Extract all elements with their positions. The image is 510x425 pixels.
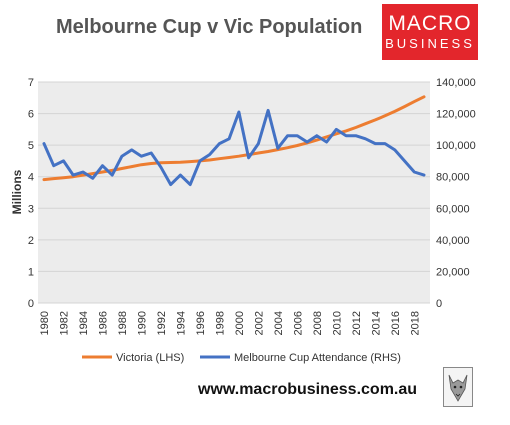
right-tick-label: 80,000	[436, 172, 470, 184]
x-tick-label: 1984	[78, 311, 90, 335]
left-tick-label: 5	[28, 140, 34, 152]
left-tick-label: 0	[28, 298, 34, 310]
x-tick-label: 1990	[136, 311, 148, 335]
x-tick-label: 2014	[370, 311, 382, 335]
macrobusiness-logo: MACRO BUSINESS	[382, 4, 478, 60]
x-tick-label: 2012	[351, 311, 363, 335]
plot-area	[38, 82, 430, 303]
series-line-attendance	[42, 108, 426, 187]
left-tick-label: 6	[28, 109, 34, 121]
x-tick-label: 2002	[253, 311, 265, 335]
chart-title: Melbourne Cup v Vic Population	[56, 16, 363, 38]
x-tick-label: 1982	[58, 311, 70, 335]
gridlines	[38, 81, 430, 304]
legend: Victoria (LHS) Melbourne Cup Attendance …	[82, 352, 401, 364]
x-tick-label: 1994	[175, 311, 187, 335]
x-tick-label: 2008	[312, 311, 324, 335]
series-layer	[42, 95, 426, 187]
right-tick-label: 40,000	[436, 235, 470, 247]
legend-label-victoria: Victoria (LHS)	[116, 352, 184, 364]
x-tick-label: 1992	[156, 311, 168, 335]
left-tick-label: 3	[28, 203, 34, 215]
x-tick-label: 2010	[331, 311, 343, 335]
right-tick-label: 100,000	[436, 140, 476, 152]
logo-text-macro: MACRO	[388, 12, 472, 35]
left-tick-label: 1	[28, 266, 34, 278]
x-tick-label: 1988	[117, 311, 129, 335]
right-axis-ticks: 0 20,000 40,000 60,000 80,000 100,000 120,000 1…	[436, 77, 476, 310]
x-tick-label: 1996	[195, 311, 207, 335]
x-tick-label: 2000	[234, 311, 246, 335]
left-tick-label: 2	[28, 235, 34, 247]
x-tick-label: 2016	[390, 311, 402, 335]
x-tick-label: 2018	[409, 311, 421, 335]
right-tick-label: 60,000	[436, 203, 470, 215]
wolf-mascot-icon	[443, 367, 473, 407]
x-tick-label: 2004	[273, 311, 285, 335]
left-tick-label: 7	[28, 77, 34, 89]
left-tick-label: 4	[28, 172, 34, 184]
right-tick-label: 0	[436, 298, 442, 310]
right-tick-label: 20,000	[436, 266, 470, 278]
y-axis-label: Millions	[10, 169, 24, 214]
logo-text-business: BUSINESS	[385, 36, 475, 51]
legend-label-attendance: Melbourne Cup Attendance (RHS)	[234, 352, 401, 364]
x-tick-label: 1980	[39, 311, 51, 335]
x-tick-label: 2006	[292, 311, 304, 335]
right-tick-label: 120,000	[436, 109, 476, 121]
x-tick-label: 1986	[97, 311, 109, 335]
left-axis-ticks: 0 1 2 3 4 5 6 7	[28, 77, 34, 310]
x-axis-ticks: 1980 1982 1984 1986 1988 1990 1992 1994 1996 1998…	[39, 311, 421, 335]
right-tick-label: 140,000	[436, 77, 476, 89]
x-tick-label: 1998	[214, 311, 226, 335]
website-url: www.macrobusiness.com.au	[198, 381, 418, 398]
